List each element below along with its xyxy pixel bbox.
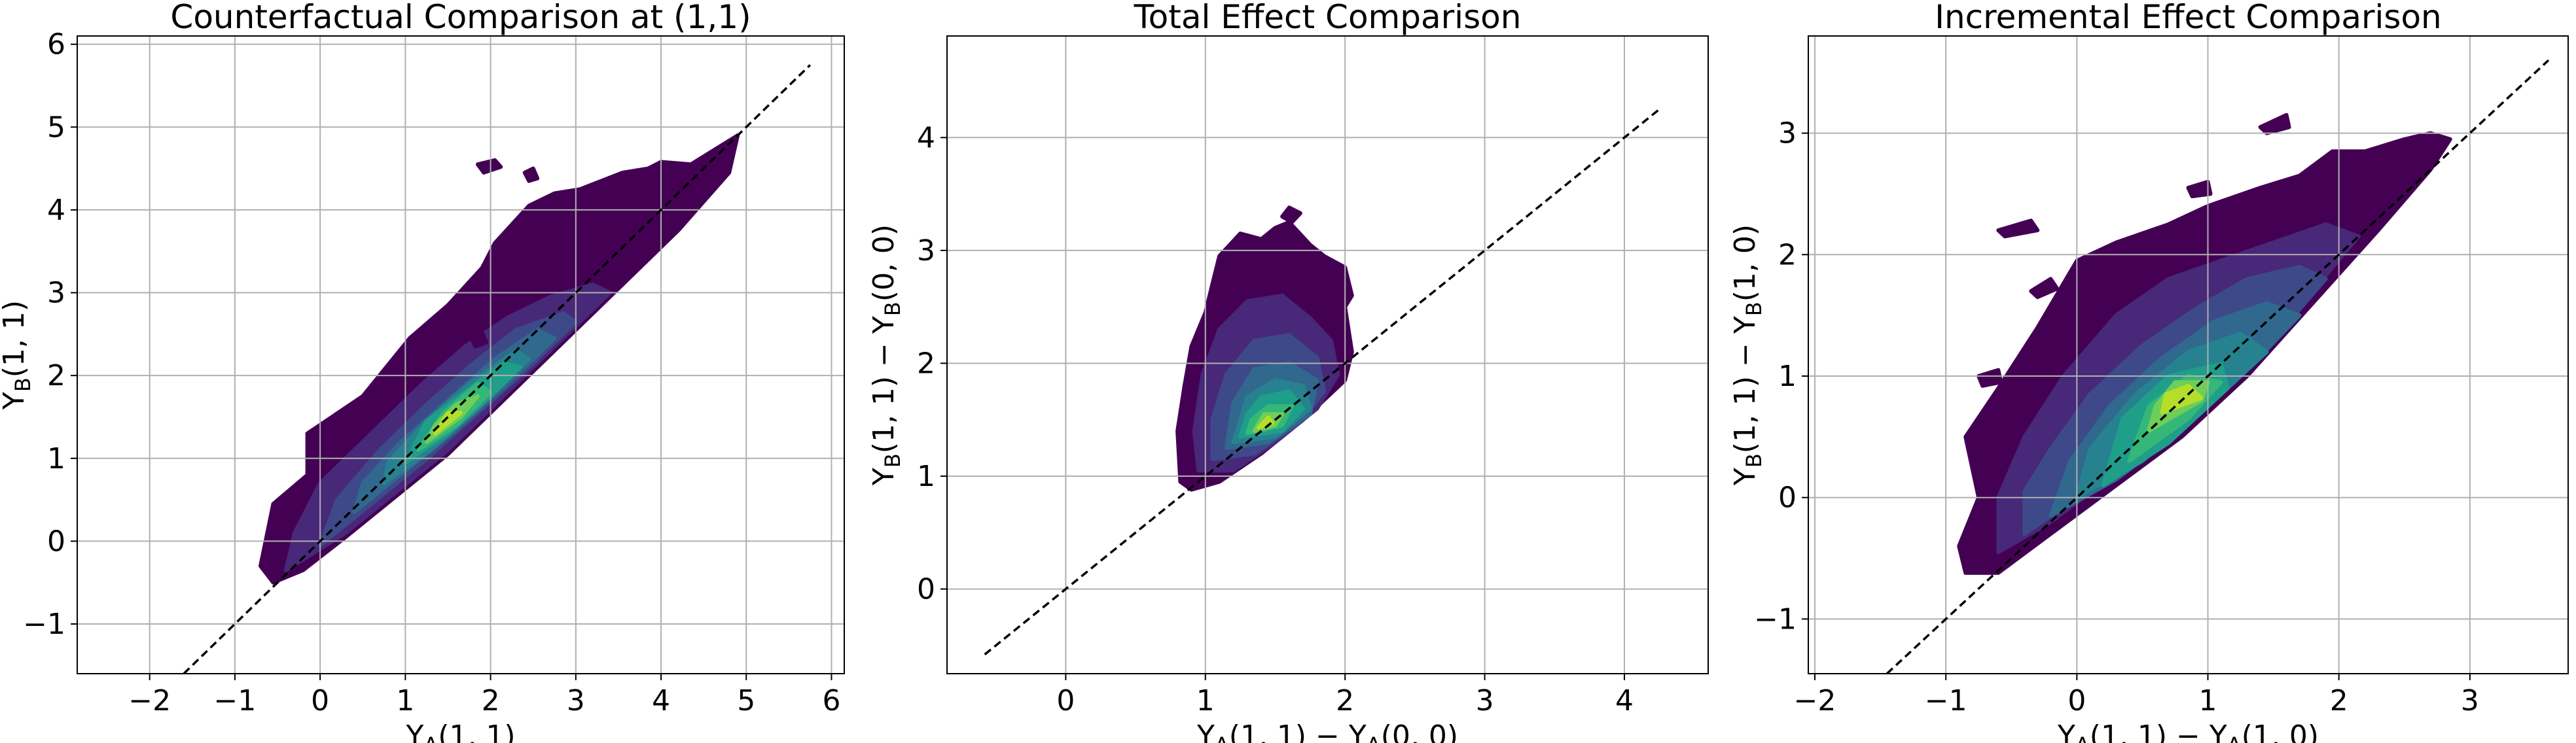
- y-axis-label-rest2: (1, 0): [1728, 224, 1762, 302]
- density-island-4: [1977, 368, 2003, 388]
- plot-frame: [1808, 35, 2569, 674]
- x-tick-label: 0: [311, 684, 329, 717]
- x-tick-label: 3: [567, 684, 585, 717]
- plot-area: [1808, 36, 2568, 674]
- reference-line: [1886, 59, 2550, 674]
- y-axis-label: YB(1, 1) − YB(0, 0): [867, 224, 905, 486]
- density-island-1: [2029, 277, 2060, 300]
- x-tick-label: 2: [1336, 684, 1354, 717]
- plot-frame: [77, 35, 845, 674]
- x-tick-label: 6: [822, 684, 840, 717]
- y-axis-label-sub: B: [10, 377, 35, 392]
- density-island-2: [2258, 112, 2291, 135]
- x-tick-label: 0: [2067, 684, 2086, 717]
- y-axis-label-rest: (1, 1) − Y: [1728, 316, 1762, 453]
- y-tick-label: 4: [47, 194, 65, 227]
- y-axis-label-base: Y: [867, 468, 901, 486]
- chart-title: Incremental Effect Comparison: [1935, 0, 2442, 36]
- plot-frame: [946, 35, 1709, 674]
- x-tick-label: 0: [1056, 684, 1075, 717]
- y-tick-label: 2: [917, 347, 935, 380]
- x-axis-label-sub: A: [1215, 733, 1229, 743]
- x-axis-label: YA(1, 1) − YA(0, 0): [1196, 719, 1458, 743]
- density-island-0: [1280, 205, 1302, 224]
- y-tick-label: 2: [1778, 238, 1797, 271]
- plot-area: [77, 36, 844, 674]
- plot-area: [947, 36, 1708, 674]
- x-axis-label-rest2: (0, 0): [1381, 719, 1458, 743]
- x-axis-label-rest: (1, 1) − Y: [2090, 719, 2227, 743]
- y-axis-label-base: Y: [1728, 468, 1762, 486]
- y-tick-label: −1: [1754, 602, 1797, 636]
- y-axis-label-rest: (1, 1): [0, 300, 31, 377]
- y-tick-label: 3: [917, 234, 935, 268]
- y-axis-label-sub: B: [880, 453, 905, 468]
- x-tick-label: −1: [213, 684, 256, 717]
- density-level-9: [433, 411, 463, 436]
- x-axis-label-rest2: (1, 0): [2242, 719, 2319, 743]
- x-axis-label-sub: A: [423, 733, 438, 743]
- x-axis-label-sub2: A: [2227, 733, 2242, 743]
- density-level-9: [1256, 415, 1275, 430]
- y-tick-label: −1: [23, 608, 65, 641]
- y-tick-label: 4: [917, 121, 935, 154]
- x-tick-label: 4: [652, 684, 670, 717]
- reference-line: [183, 64, 812, 674]
- x-axis-label-sub: A: [2075, 733, 2090, 743]
- x-tick-label: 5: [737, 684, 755, 717]
- x-tick-label: 1: [1196, 684, 1215, 717]
- reference-line: [984, 108, 1660, 656]
- x-tick-label: 1: [2199, 684, 2217, 717]
- y-tick-label: 1: [917, 460, 935, 493]
- y-tick-label: 3: [1778, 117, 1797, 150]
- x-tick-label: −1: [1925, 684, 1967, 717]
- x-tick-label: 2: [2330, 684, 2348, 717]
- y-axis-label-sub2: B: [1742, 302, 1766, 316]
- x-tick-label: 2: [482, 684, 500, 717]
- x-axis-label-base: Y: [2057, 719, 2075, 743]
- chart-title: Total Effect Comparison: [1134, 0, 1522, 36]
- x-tick-label: 3: [1476, 684, 1494, 717]
- x-tick-label: 4: [1615, 684, 1634, 717]
- y-tick-label: 2: [47, 359, 65, 392]
- density-island-2: [522, 166, 540, 183]
- y-tick-label: 0: [1778, 481, 1797, 515]
- y-axis-label-base: Y: [0, 392, 31, 410]
- y-axis-label-sub: B: [1742, 453, 1766, 468]
- subplot-incremental-effect: −2 −1 0 1 2 3 −1 0 1 2 3 Incremental Effect Compari…: [1728, 0, 2569, 743]
- density-island-1: [476, 158, 503, 175]
- y-tick-label: 1: [1778, 360, 1797, 393]
- subplot-counterfactual: −2 −1 0 1 2 3 4 5 6 −1 0 1 2 3 4 5 6 Counterfactual Compa…: [0, 0, 845, 743]
- x-axis-label-base: Y: [1196, 719, 1215, 743]
- density-island-3: [2186, 179, 2213, 199]
- x-tick-label: 3: [2461, 684, 2479, 717]
- y-tick-label: 3: [47, 277, 65, 310]
- x-axis-label-rest: (1, 1): [438, 719, 515, 743]
- y-tick-label: 0: [47, 525, 65, 558]
- y-axis-label-rest2: (0, 0): [867, 224, 901, 302]
- chart-title: Counterfactual Comparison at (1,1): [170, 0, 751, 36]
- x-tick-label: −2: [1794, 684, 1836, 717]
- y-tick-label: 5: [47, 111, 65, 144]
- y-axis-label-rest: (1, 1) − Y: [867, 316, 901, 453]
- x-axis-label: YA(1, 1): [405, 719, 515, 743]
- x-axis-label-base: Y: [405, 719, 423, 743]
- density-island-0: [469, 330, 489, 349]
- y-axis-label: YB(1, 1): [0, 300, 35, 410]
- x-axis-label: YA(1, 1) − YA(1, 0): [2057, 719, 2319, 743]
- x-axis-label-sub2: A: [1367, 733, 1381, 743]
- y-tick-label: 0: [917, 573, 935, 606]
- y-axis-label-sub2: B: [880, 302, 905, 316]
- y-tick-label: 6: [47, 28, 65, 61]
- x-axis-label-rest: (1, 1) − Y: [1229, 719, 1367, 743]
- density-island-0: [1996, 218, 2040, 239]
- y-tick-label: 1: [47, 442, 65, 475]
- y-axis-label: YB(1, 1) − YB(1, 0): [1728, 224, 1766, 486]
- x-tick-label: 1: [396, 684, 414, 717]
- x-tick-label: −2: [128, 684, 171, 717]
